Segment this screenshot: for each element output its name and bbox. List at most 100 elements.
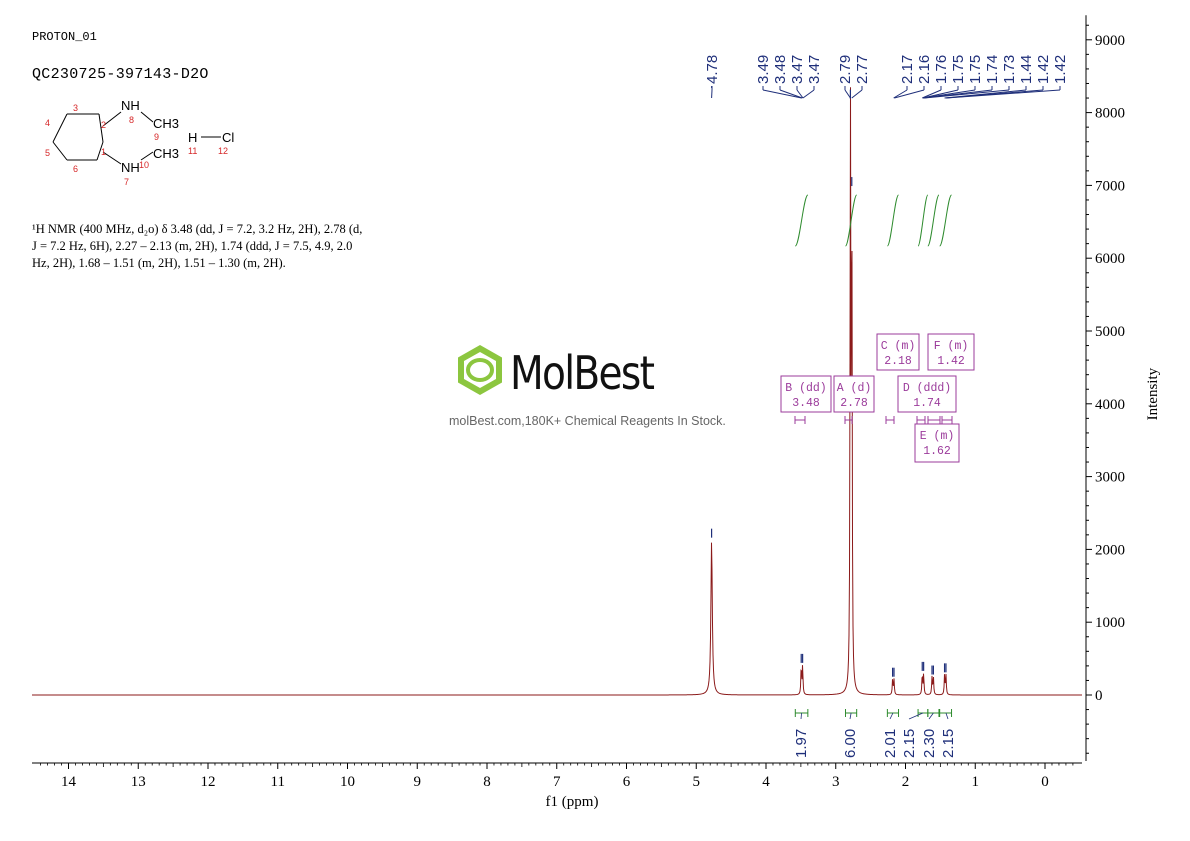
integral-value-leader: [908, 712, 924, 720]
integral-value-leader: [945, 712, 949, 720]
x-tick-label: 11: [271, 774, 285, 790]
x-tick-label: 0: [1041, 774, 1049, 790]
multiplet-shift: 3.48: [792, 397, 820, 410]
atom-num-6: 6: [73, 164, 78, 174]
multiplet-label: D (ddd): [903, 382, 951, 395]
multiplet-shift: 2.18: [884, 355, 912, 368]
multiplet-box: [833, 375, 875, 413]
integral-value: 6.00: [842, 729, 859, 758]
x-tick-label: 3: [832, 774, 840, 790]
chemical-structure: NH 8 CH3 9 H Cl 11 12 CH3 10 NH 7 1 2 3 …: [45, 98, 234, 187]
x-tick-label: 14: [61, 774, 77, 790]
multiplet-label: C (m): [881, 340, 916, 353]
multiplet-shift: 1.62: [923, 445, 951, 458]
multiplet-label: B (dd): [785, 382, 826, 395]
multiplet-box: [914, 423, 960, 463]
integral-value: 2.30: [921, 729, 938, 758]
y-tick-label: 2000: [1095, 542, 1125, 558]
integral-curve: [794, 194, 809, 247]
atom-num-9: 9: [154, 132, 159, 142]
peak-label-leader: [945, 89, 1061, 99]
integral-value: 2.15: [940, 729, 957, 758]
atom-nh-8: NH: [121, 98, 140, 113]
spectrum-line: [32, 87, 1082, 696]
integral-value: 2.01: [882, 729, 899, 758]
multiplet-label: F (m): [934, 340, 969, 353]
x-tick-label: 5: [693, 774, 701, 790]
x-tick-label: 13: [131, 774, 146, 790]
peak-label-leader: [851, 89, 863, 99]
peak-label: 3.49: [755, 55, 772, 84]
ring-bonds: [52, 111, 221, 165]
sample-id: QC230725-397143-D2O: [32, 66, 209, 83]
multiplet-label: E (m): [920, 430, 955, 443]
peak-label: 2.16: [916, 55, 933, 84]
multiplet-label: A (d): [837, 382, 872, 395]
multiplet-shift: 2.78: [840, 397, 868, 410]
y-tick-label: 6000: [1095, 251, 1125, 267]
y-tick-label: 7000: [1095, 178, 1125, 194]
x-tick-label: 7: [553, 774, 561, 790]
peak-label-leader: [893, 89, 908, 99]
x-tick-label: 4: [762, 774, 770, 790]
y-tick-label: 1000: [1095, 615, 1125, 631]
multiplet-shift: 1.74: [913, 397, 941, 410]
atom-num-1: 1: [101, 147, 106, 157]
peak-label: 1.74: [984, 55, 1001, 84]
molbest-watermark: MolBest: [452, 340, 667, 400]
nmr-line-1: ¹H NMR (400 MHz, d₂o) δ 3.48 (dd, J = 7.…: [32, 222, 363, 236]
molbest-logo-icon: [458, 345, 502, 395]
integral-curve: [845, 194, 858, 247]
x-tick-label: 12: [201, 774, 216, 790]
integral-value: 2.15: [901, 729, 918, 758]
y-tick-label: 3000: [1095, 470, 1125, 486]
peak-label: 3.47: [806, 55, 823, 84]
peak-label: 2.17: [899, 55, 916, 84]
peak-label: 1.75: [950, 55, 967, 84]
y-axis-label: Intensity: [1145, 367, 1161, 420]
integral-curve: [939, 194, 953, 247]
brand-name: MolBest: [510, 346, 655, 400]
peak-label: 1.73: [1001, 55, 1018, 84]
peak-label-leader: [802, 89, 815, 99]
nmr-line-2: J = 7.2 Hz, 6H), 2.27 – 2.13 (m, 2H), 1.…: [32, 239, 353, 253]
atom-num-12: 12: [218, 146, 228, 156]
peak-label: 1.42: [1052, 55, 1069, 84]
x-tick-label: 2: [902, 774, 910, 790]
y-tick-label: 5000: [1095, 324, 1125, 340]
atom-num-10: 10: [139, 160, 149, 170]
atom-num-11: 11: [188, 146, 197, 156]
experiment-name: PROTON_01: [32, 30, 97, 44]
peak-label-leader: [894, 89, 925, 99]
multiplet-box: [897, 375, 957, 413]
peak-label: 2.77: [854, 55, 871, 84]
peak-label-leader: [924, 89, 1010, 99]
integral-value: 1.97: [793, 729, 810, 758]
peak-label-leader: [796, 89, 804, 99]
x-tick-label: 1: [972, 774, 980, 790]
integral-value-leader: [928, 712, 934, 720]
peak-label-leader: [922, 89, 942, 99]
nmr-line-3: Hz, 2H), 1.68 – 1.51 (m, 2H), 1.51 – 1.3…: [32, 256, 286, 270]
atom-num-4: 4: [45, 118, 50, 128]
atom-cl-12: Cl: [222, 130, 234, 145]
multiplet-box: [927, 333, 975, 371]
integral-value-leader: [849, 712, 852, 720]
x-tick-label: 8: [483, 774, 491, 790]
atom-num-7: 7: [124, 177, 129, 187]
nmr-description: ¹H NMR (400 MHz, d₂o) δ 3.48 (dd, J = 7.…: [32, 221, 422, 272]
peak-label: 1.42: [1035, 55, 1052, 84]
atom-nh-7: NH: [121, 160, 140, 175]
integral-curve: [886, 194, 900, 247]
peak-label: 1.44: [1018, 55, 1035, 84]
x-tick-label: 10: [340, 774, 355, 790]
peak-label-leader: [779, 89, 803, 99]
integral-value-leader: [800, 712, 802, 720]
y-tick-label: 9000: [1095, 33, 1125, 49]
multiplet-box: [780, 375, 832, 413]
x-tick-label: 6: [623, 774, 631, 790]
peak-label: 2.79: [837, 55, 854, 84]
y-tick-label: 0: [1095, 688, 1103, 704]
atom-num-2: 2: [101, 120, 106, 130]
